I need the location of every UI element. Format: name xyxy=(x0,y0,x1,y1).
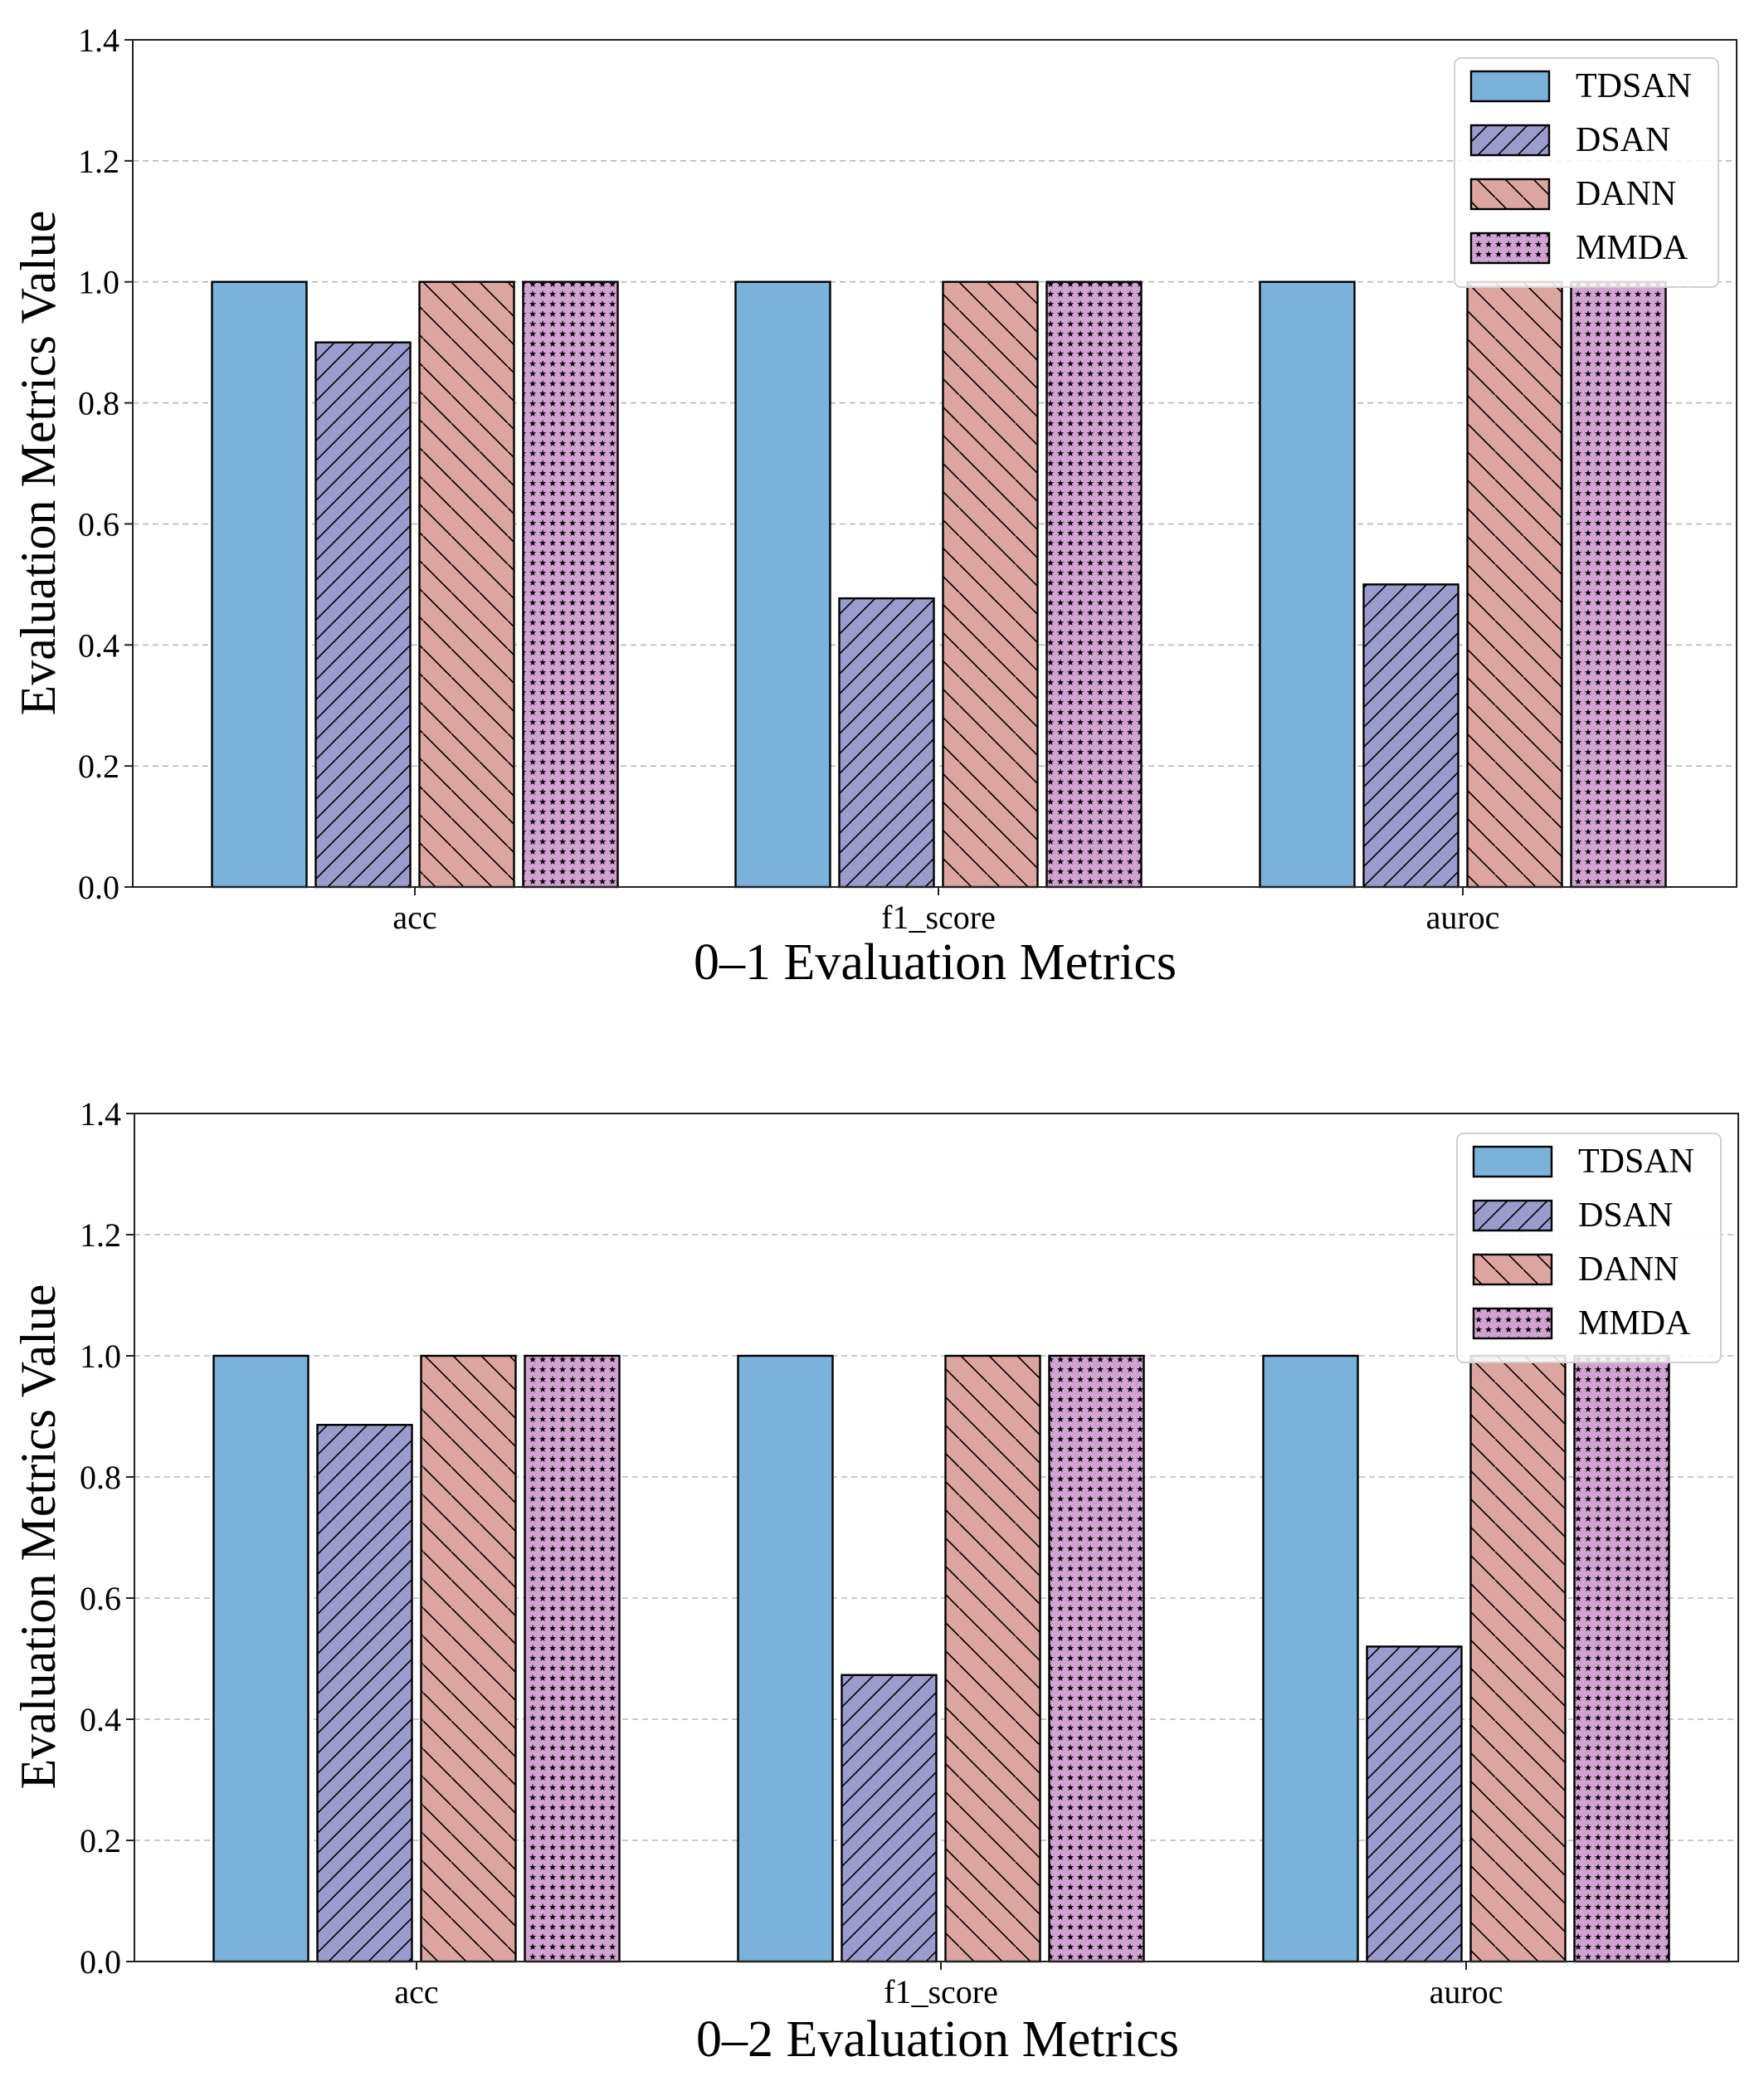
y-tick-label: 0.8 xyxy=(78,385,119,422)
y-tick-label: 1.2 xyxy=(80,1216,121,1254)
bar-dann-auroc xyxy=(1469,1354,1567,1963)
chart-panel-0-2: 0.0 0.2 0.4 0.6 0.8 1.0 1.2 1.4 acc f1_score auro… xyxy=(11,1095,1739,2068)
bar-dann-acc xyxy=(420,1354,517,1963)
bar-dsan-acc xyxy=(314,341,412,889)
legend-swatch-dann xyxy=(1469,178,1551,211)
bar-dsan-auroc xyxy=(1362,583,1459,889)
y-tick-label: 0.2 xyxy=(78,748,119,785)
bar-dann-f1-score xyxy=(944,1354,1041,1963)
legend-swatch-mmda xyxy=(1469,231,1551,265)
legend-swatch-dann xyxy=(1472,1253,1553,1286)
y-tick-label: 1.0 xyxy=(78,264,119,301)
legend-swatch-dsan xyxy=(1469,124,1551,157)
y-tick-label: 0.2 xyxy=(80,1822,121,1859)
bar-dsan-f1-score xyxy=(838,597,935,889)
bar-tdsan-acc xyxy=(212,1354,309,1963)
y-tick-label: 1.0 xyxy=(80,1338,121,1375)
legend: TDSAN DSAN DANN MMDA xyxy=(1456,1133,1722,1363)
y-tick-label: 0.8 xyxy=(80,1459,121,1496)
x-tick-label-auroc: auroc xyxy=(1426,899,1500,936)
x-tick-label-acc: acc xyxy=(392,899,436,936)
y-tick-label: 0.0 xyxy=(80,1943,121,1981)
legend-swatch-tdsan xyxy=(1469,70,1551,103)
x-tick-label-auroc: auroc xyxy=(1430,1973,1503,2010)
bar-mmda-auroc xyxy=(1573,1354,1670,1963)
bar-dsan-acc xyxy=(316,1424,413,1963)
legend-label-tdsan: TDSAN xyxy=(1578,1143,1694,1181)
y-tick-label: 0.6 xyxy=(80,1580,121,1617)
legend-label-dann: DANN xyxy=(1578,1250,1679,1289)
plot-frame xyxy=(134,1113,1739,1962)
x-tick-label-f1-score: f1_score xyxy=(881,899,996,936)
bar-tdsan-f1-score xyxy=(737,1354,834,1963)
legend-frame xyxy=(1456,1133,1722,1363)
legend-label-mmda: MMDA xyxy=(1576,229,1688,267)
bar-tdsan-acc xyxy=(211,280,308,889)
legend-label-mmda: MMDA xyxy=(1578,1304,1691,1343)
bars xyxy=(212,1354,1670,1963)
bar-dsan-f1-score xyxy=(841,1674,938,1963)
bar-tdsan-auroc xyxy=(1262,1354,1359,1963)
x-tick-label-acc: acc xyxy=(394,1973,438,2010)
bar-tdsan-f1-score xyxy=(734,280,831,889)
legend-label-dsan: DSAN xyxy=(1578,1196,1673,1235)
x-axis-label: 0–1 Evaluation Metrics xyxy=(694,934,1177,991)
x-tick-label-f1-score: f1_score xyxy=(884,1973,998,2010)
legend-label-tdsan: TDSAN xyxy=(1576,67,1692,105)
y-tick-label: 0.4 xyxy=(80,1701,121,1738)
bar-mmda-f1-score xyxy=(1045,280,1143,889)
y-tick-label: 0.6 xyxy=(78,505,119,543)
bars xyxy=(211,280,1667,889)
legend-swatch-mmda xyxy=(1472,1307,1553,1340)
bar-mmda-auroc xyxy=(1570,280,1667,889)
y-axis-label: Evaluation Metrics Value xyxy=(11,1284,66,1790)
y-axis-ticks: 0.0 0.2 0.4 0.6 0.8 1.0 1.2 1.4 xyxy=(78,22,133,906)
y-tick-label: 0.0 xyxy=(78,869,119,906)
legend-swatch-tdsan xyxy=(1472,1145,1553,1178)
legend-frame xyxy=(1454,57,1719,288)
y-axis-ticks: 0.0 0.2 0.4 0.6 0.8 1.0 1.2 1.4 xyxy=(80,1095,134,1981)
y-tick-label: 1.2 xyxy=(78,143,119,180)
legend-swatch-dsan xyxy=(1472,1199,1553,1232)
bar-mmda-acc xyxy=(522,280,619,889)
legend-label-dann: DANN xyxy=(1576,175,1676,213)
y-tick-label: 1.4 xyxy=(80,1095,121,1133)
x-axis-label: 0–2 Evaluation Metrics xyxy=(696,2011,1179,2068)
legend: TDSAN DSAN DANN MMDA xyxy=(1454,57,1719,288)
bar-dsan-auroc xyxy=(1366,1645,1463,1963)
y-tick-label: 0.4 xyxy=(78,626,119,664)
y-axis-label: Evaluation Metrics Value xyxy=(11,211,66,716)
bar-mmda-acc xyxy=(524,1354,621,1963)
chart-panel-0-1: 0.0 0.2 0.4 0.6 0.8 1.0 1.2 1.4 acc f1_score auro… xyxy=(11,22,1737,991)
bar-dann-acc xyxy=(418,280,515,889)
x-axis-ticks: acc f1_score auroc xyxy=(394,1962,1503,2010)
bar-tdsan-auroc xyxy=(1259,280,1356,889)
bar-dann-f1-score xyxy=(942,280,1039,889)
bar-dann-auroc xyxy=(1466,280,1563,889)
y-tick-label: 1.4 xyxy=(78,22,119,59)
legend-label-dsan: DSAN xyxy=(1576,121,1670,159)
x-axis-ticks: acc f1_score auroc xyxy=(392,887,1499,936)
bar-mmda-f1-score xyxy=(1048,1354,1145,1963)
plot-frame xyxy=(132,39,1737,888)
